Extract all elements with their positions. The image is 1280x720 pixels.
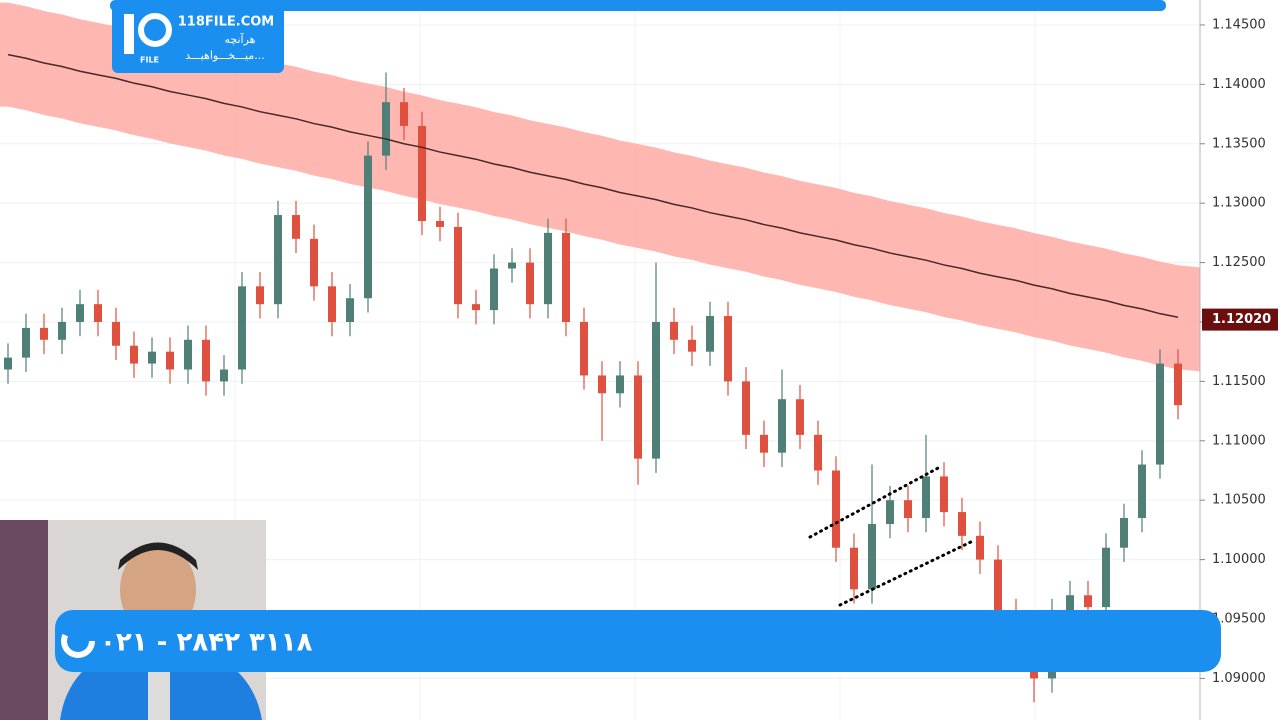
webcam-wall	[0, 520, 48, 720]
candle-body	[1066, 595, 1074, 614]
candle-body	[508, 262, 516, 269]
candle-body	[22, 327, 30, 358]
candle-body	[310, 238, 318, 287]
candle-body	[580, 321, 588, 376]
candle-body	[328, 286, 336, 322]
candle-body	[652, 321, 660, 459]
current-price-label: 1.12020	[1212, 312, 1271, 327]
y-tick-label: 1.10500	[1212, 493, 1266, 508]
y-tick-label: 1.11000	[1212, 433, 1266, 448]
candle-body	[922, 476, 930, 519]
phone-bar	[55, 610, 1221, 672]
candle-body	[670, 321, 678, 340]
candle-body	[904, 500, 912, 519]
candle-body	[544, 232, 552, 305]
candle-body	[778, 399, 786, 453]
logo-badge: FILE	[140, 56, 159, 65]
candle-body	[364, 155, 372, 299]
candle-body	[634, 375, 642, 459]
moving-average	[7, 53, 1179, 318]
candle-body	[148, 351, 156, 364]
candle-body	[850, 547, 858, 590]
candle-body	[742, 381, 750, 435]
candle-body	[130, 345, 138, 364]
candle-body	[40, 327, 48, 340]
y-tick-label: 1.09000	[1212, 671, 1266, 686]
dotted-channel	[838, 538, 977, 607]
candle-body	[886, 500, 894, 524]
webcam-mic	[148, 660, 170, 720]
phone-icon	[61, 624, 95, 658]
logo-site: 118FILE.COM	[178, 15, 274, 30]
phone-banner: ۰۲۱ - ۲۸۴۲ ۳۱۱۸	[55, 610, 1221, 672]
candle-body	[112, 321, 120, 346]
candle-body	[598, 375, 606, 394]
candle-body	[4, 357, 12, 370]
ma-band	[0, 2, 1280, 380]
candle-body	[958, 512, 966, 536]
candle-body	[256, 286, 264, 305]
logo-bar	[124, 14, 134, 54]
candle-body	[94, 304, 102, 322]
logo-line1: هرآنچه	[225, 32, 256, 46]
candle-body	[418, 125, 426, 221]
candle-body	[292, 215, 300, 239]
candle-body	[202, 339, 210, 382]
y-tick-label: 1.11500	[1212, 374, 1266, 389]
candle-body	[1084, 595, 1092, 608]
candle-body	[346, 298, 354, 322]
candle-body	[220, 369, 228, 382]
y-tick-label: 1.12500	[1212, 255, 1266, 270]
current-price-box	[1202, 308, 1278, 331]
candle-body	[724, 316, 732, 382]
candle-body	[706, 316, 714, 352]
candle-body	[940, 476, 948, 513]
y-tick-label: 1.13500	[1212, 136, 1266, 151]
candle-body	[1138, 464, 1146, 519]
candle-body	[1174, 363, 1182, 406]
candle-body	[238, 286, 246, 370]
y-tick-label: 1.13000	[1212, 196, 1266, 211]
candle-body	[274, 215, 282, 305]
phone-number: ۰۲۱ - ۲۸۴۲ ۳۱۱۸	[100, 628, 313, 658]
y-tick-label: 1.14000	[1212, 77, 1266, 92]
logo-box	[112, 0, 284, 73]
candle-body	[976, 535, 984, 560]
candle-body	[382, 102, 390, 156]
candle-body	[400, 102, 408, 126]
top-bar	[110, 0, 1166, 11]
y-tick-label: 1.14500	[1212, 17, 1266, 32]
dotted-channel	[808, 465, 942, 539]
logo-ring	[138, 13, 172, 47]
candle-body	[166, 351, 174, 370]
webcam-hair	[118, 542, 198, 570]
candle-body	[454, 226, 462, 305]
candle-body	[1120, 518, 1128, 548]
y-tick-label: 1.09500	[1212, 612, 1266, 627]
y-tick-label: 1.10000	[1212, 552, 1266, 567]
candle-body	[868, 523, 876, 590]
candle-body	[994, 559, 1002, 614]
logo: FILE 118FILE.COM هرآنچه میـــخـــواهیـــ…	[112, 0, 284, 73]
candle-body	[688, 339, 696, 352]
price-axis	[1200, 0, 1280, 720]
candle-body	[472, 304, 480, 311]
candle-body	[184, 339, 192, 370]
candle-body	[796, 399, 804, 435]
logo-line2: میـــخـــواهیـــد...	[185, 49, 264, 62]
candle-body	[1102, 547, 1110, 608]
candle-body	[1156, 363, 1164, 465]
candle-body	[76, 304, 84, 322]
candle-body	[490, 268, 498, 311]
candle-body	[832, 470, 840, 548]
candle-body	[436, 220, 444, 227]
candle-body	[526, 262, 534, 305]
candle-body	[760, 434, 768, 453]
candle-body	[814, 434, 822, 471]
candle-body	[58, 321, 66, 340]
candle-body	[562, 232, 570, 322]
candle-body	[616, 375, 624, 394]
